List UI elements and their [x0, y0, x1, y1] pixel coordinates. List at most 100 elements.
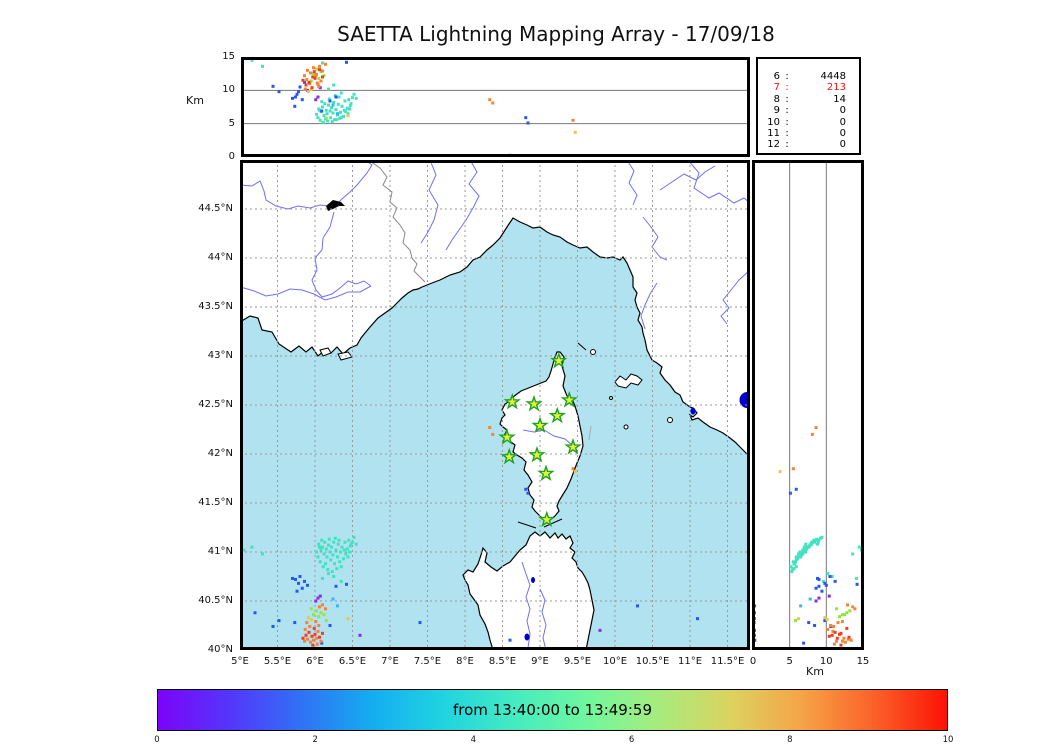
lightning-source-point — [327, 97, 331, 101]
lightning-source-point — [315, 550, 318, 554]
lightning-source-point — [813, 624, 817, 627]
lma-station-star — [528, 445, 546, 463]
lightning-source-point — [309, 618, 313, 622]
latitude-tick-label: 40°N — [207, 644, 233, 655]
lightning-source-point — [330, 120, 334, 124]
lightning-source-point — [331, 553, 335, 557]
lightning-source-point — [778, 470, 782, 474]
lightning-source-point — [351, 96, 354, 100]
lightning-source-point — [316, 116, 320, 120]
lightning-source-point — [800, 550, 804, 554]
lightning-source-point — [840, 639, 844, 643]
lightning-source-point — [297, 581, 300, 585]
lightning-source-point — [345, 582, 348, 586]
lightning-source-point — [526, 491, 530, 495]
map-frame — [240, 160, 750, 650]
lightning-source-point — [347, 538, 351, 542]
separator: : — [785, 93, 789, 105]
lightning-source-point — [339, 116, 343, 120]
river — [521, 561, 531, 649]
lightning-source-point — [317, 84, 321, 88]
lma-station-star — [550, 351, 568, 369]
small-island — [614, 373, 643, 389]
lightning-source-point — [303, 87, 307, 91]
station-count-rows: 6: 4448 7: 213 8: 14 9: 0 10: 0 11: 0 12: 0 — [758, 71, 859, 151]
lightning-source-point — [271, 84, 275, 88]
lightning-source-point — [310, 634, 314, 638]
small-island — [623, 424, 629, 430]
lightning-source-point — [322, 114, 326, 118]
country-border — [367, 160, 426, 283]
lightning-source-point — [318, 605, 321, 609]
lightning-source-point — [333, 536, 337, 540]
lightning-source-point — [847, 635, 851, 639]
lightning-source-point — [320, 100, 324, 104]
lightning-source-point — [846, 603, 850, 607]
altitude-longitude-panel — [241, 57, 750, 157]
lightning-source-point — [312, 613, 315, 617]
lma-station-star — [498, 428, 516, 445]
lightning-source-point — [816, 540, 820, 544]
station-number: 6 — [773, 71, 780, 82]
lightning-source-point — [321, 631, 324, 635]
lightning-source-point — [309, 607, 313, 611]
lightning-source-point — [573, 130, 577, 134]
lightning-source-point — [333, 562, 336, 566]
lightning-source-point — [857, 545, 861, 549]
lightning-source-point — [524, 487, 528, 491]
lightning-source-point — [306, 583, 309, 587]
lightning-source-point — [842, 636, 846, 640]
lightning-source-point — [832, 624, 836, 628]
lightning-source-point — [839, 643, 843, 647]
lightning-source-point — [794, 565, 798, 569]
lightning-source-point — [799, 555, 803, 559]
lightning-source-point — [833, 579, 837, 583]
lightning-source-point — [524, 116, 528, 120]
lightning-source-point — [339, 579, 343, 583]
lightning-source-point — [261, 552, 264, 556]
river — [445, 160, 480, 251]
time-colorbar: from 13:40:00 to 13:49:59 — [157, 689, 948, 731]
lightning-source-point — [320, 109, 324, 113]
lightning-source-point — [791, 560, 795, 564]
river — [626, 160, 638, 206]
lightning-source-point — [849, 638, 853, 642]
lightning-source-point — [309, 88, 313, 92]
figure-title: SAETTA Lightning Mapping Array - 17/09/1… — [337, 22, 775, 46]
lightning-source-point — [827, 594, 831, 598]
lightning-source-point — [303, 627, 307, 631]
lightning-source-point — [802, 545, 806, 549]
lightning-source-point — [261, 64, 264, 68]
lightning-source-point — [349, 102, 353, 106]
lightning-source-point — [812, 538, 816, 542]
lightning-source-point — [331, 103, 335, 107]
lightning-source-point — [304, 83, 308, 87]
lightning-source-point — [352, 535, 356, 539]
colorbar-tick-label: 2 — [312, 735, 318, 745]
lightning-source-point — [840, 613, 844, 617]
source-count: 14 — [833, 93, 846, 105]
lightning-source-point — [843, 613, 847, 617]
lightning-source-point — [310, 86, 314, 90]
lightning-source-point — [336, 112, 339, 116]
lightning-source-point — [242, 548, 246, 552]
longitude-tick-label: 8.5°E — [488, 656, 517, 667]
lma-station-star — [564, 437, 582, 455]
lightning-source-point — [794, 487, 798, 491]
river — [539, 588, 547, 650]
lightning-source-point — [253, 611, 257, 615]
lightning-source-point — [321, 120, 325, 124]
lightning-source-point — [830, 575, 834, 578]
right-altitude-tick-label: 10 — [819, 656, 833, 667]
colorbar-tick-label: 8 — [787, 735, 793, 745]
longitude-tick-label: 8°E — [456, 656, 474, 667]
lightning-source-point — [824, 583, 828, 587]
lightning-source-point — [313, 632, 317, 636]
lightning-source-point — [526, 121, 530, 125]
latitude-tick-label: 44°N — [207, 252, 233, 263]
lightning-source-point — [317, 615, 321, 619]
lightning-source-point — [303, 579, 306, 583]
lightning-source-point — [804, 550, 808, 554]
lightning-source-point — [332, 540, 336, 544]
lightning-source-point — [330, 570, 334, 574]
